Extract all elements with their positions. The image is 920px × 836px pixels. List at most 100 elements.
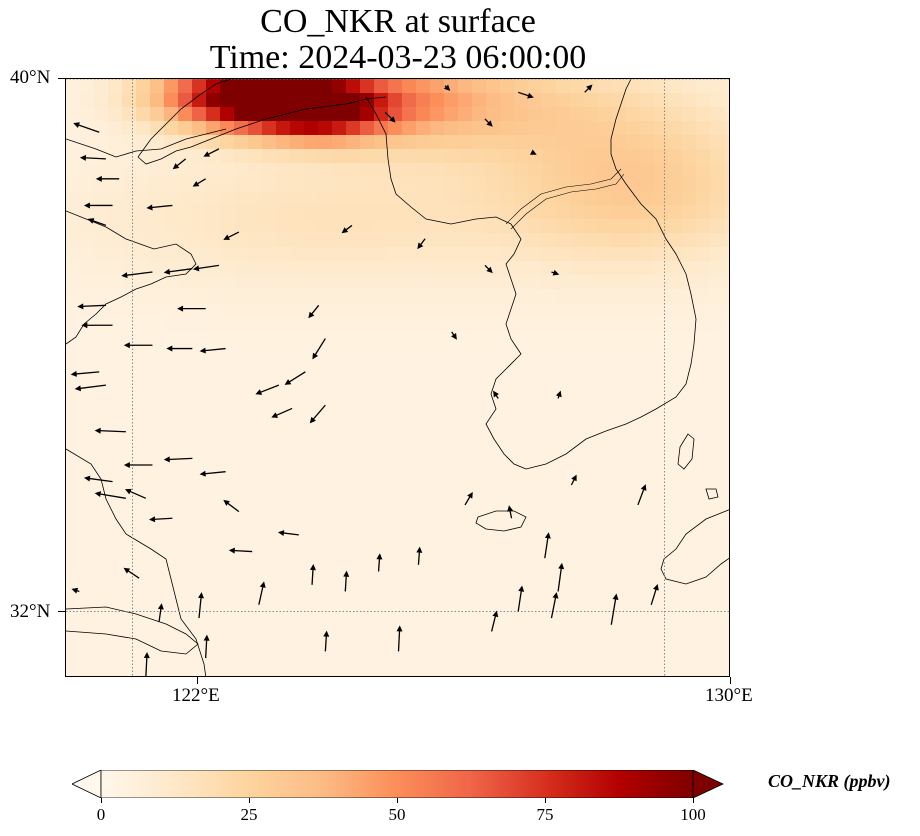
field-cell [332,415,347,430]
field-cell [388,345,403,360]
field-cell [612,219,627,234]
field-cell [248,121,263,136]
field-cell [150,541,165,556]
colorbar-tickmark-25 [249,798,250,803]
field-cell [640,149,655,164]
field-cell [290,121,305,136]
field-cell [388,499,403,514]
field-cell [192,163,207,178]
field-cell [402,345,417,360]
field-cell [290,93,305,108]
wind-arrow [451,331,457,340]
field-cell [584,429,599,444]
field-cell [178,485,193,500]
field-cell [514,639,529,654]
field-cell [654,79,669,94]
field-cell [276,177,291,192]
field-cell [640,611,655,626]
field-cell [514,331,529,346]
field-cell [164,289,179,304]
field-cell [192,135,207,150]
field-cell [220,261,235,276]
field-cell [724,513,729,528]
field-cell [178,639,193,654]
field-cell [94,583,109,598]
field-cell [486,345,501,360]
field-cell [696,247,711,262]
field-cell [360,331,375,346]
wind-arrow [493,390,499,399]
wind-arrow [464,491,473,506]
field-cell [94,625,109,640]
field-cell [136,93,151,108]
field-cell [416,513,431,528]
field-cell [178,163,193,178]
field-cell [80,639,95,654]
field-cell [402,205,417,220]
map-title-line-2: Time: 2024-03-23 06:00:00 [209,39,587,76]
field-cell [598,471,613,486]
field-cell [346,191,361,206]
field-cell [262,275,277,290]
field-cell [696,219,711,234]
field-cell [416,373,431,388]
field-cell [696,289,711,304]
field-cell [458,513,473,528]
field-cell [682,163,697,178]
field-cell [570,149,585,164]
field-cell [682,401,697,416]
field-cell [696,625,711,640]
field-cell [500,457,515,472]
field-cell [108,79,123,94]
field-cell [416,345,431,360]
map-panel[interactable] [65,78,730,677]
field-cell [458,625,473,640]
field-cell [710,653,725,668]
field-cell [332,177,347,192]
field-cell [66,415,81,430]
field-cell [220,289,235,304]
field-cell [234,653,249,668]
field-cell [500,611,515,626]
field-cell [304,275,319,290]
field-cell [332,345,347,360]
field-cell [108,219,123,234]
field-cell [192,639,207,654]
field-cell [528,457,543,472]
field-cell [458,303,473,318]
field-cell [528,121,543,136]
field-cell [80,107,95,122]
field-cell [304,569,319,584]
field-cell [444,247,459,262]
field-cell [66,261,81,276]
field-cell [290,667,305,676]
field-cell [654,219,669,234]
field-cell [80,513,95,528]
colorbar-tick-label-75: 75 [536,805,554,824]
field-cell [458,583,473,598]
field-cell [514,443,529,458]
field-cell [724,177,729,192]
field-cell [472,93,487,108]
field-cell [374,527,389,542]
field-cell [374,261,389,276]
field-cell [626,331,641,346]
field-cell [430,191,445,206]
field-cell [416,471,431,486]
field-cell [178,177,193,192]
field-cell [444,639,459,654]
field-cell [164,107,179,122]
field-cell [682,205,697,220]
field-cell [472,247,487,262]
field-cell [374,345,389,360]
field-cell [178,569,193,584]
field-cell [332,191,347,206]
field-cell [66,653,81,668]
field-cell [500,583,515,598]
field-cell [220,149,235,164]
field-cell [626,359,641,374]
field-cell [472,415,487,430]
field-cell [486,93,501,108]
field-cell [458,611,473,626]
field-cell [458,317,473,332]
